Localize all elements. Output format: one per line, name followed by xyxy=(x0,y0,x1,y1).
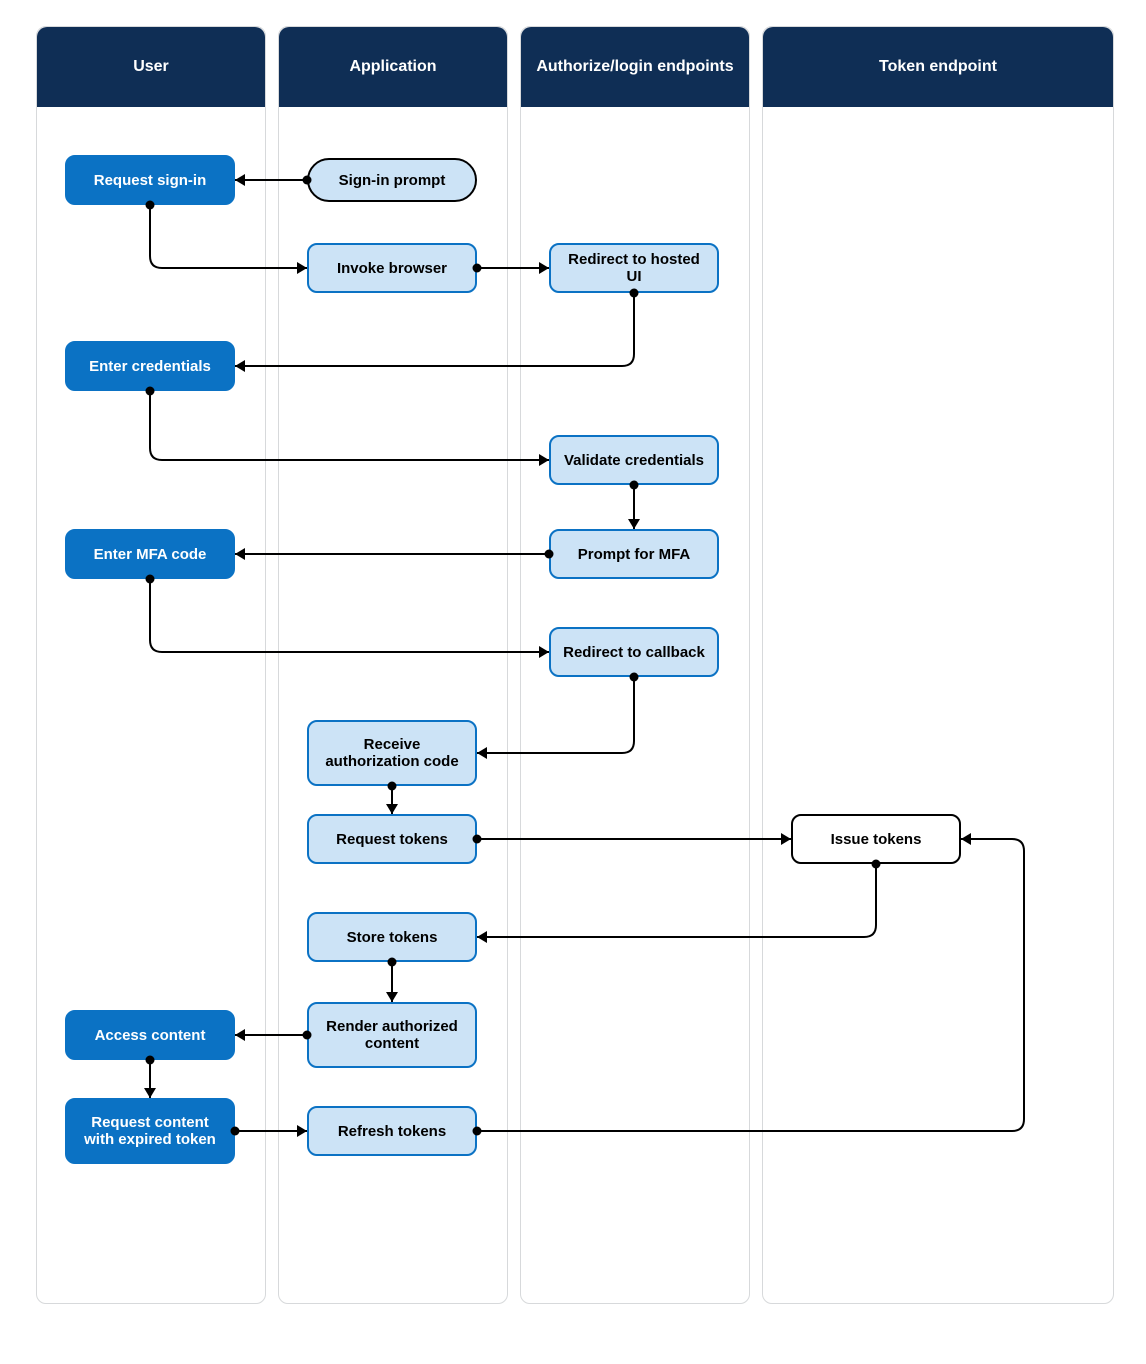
n-store-tokens: Store tokens xyxy=(307,912,477,962)
n-refresh-tokens: Refresh tokens xyxy=(307,1106,477,1156)
lane-token-header: Token endpoint xyxy=(763,27,1113,107)
lane-auth-header: Authorize/login endpoints xyxy=(521,27,749,107)
lane-user-header: User xyxy=(37,27,265,107)
n-invoke-browser: Invoke browser xyxy=(307,243,477,293)
n-request-expired: Request content with expired token xyxy=(65,1098,235,1164)
n-receive-code: Receive authorization code xyxy=(307,720,477,786)
n-enter-creds: Enter credentials xyxy=(65,341,235,391)
n-validate-creds: Validate credentials xyxy=(549,435,719,485)
n-issue-tokens: Issue tokens xyxy=(791,814,961,864)
n-request-tokens: Request tokens xyxy=(307,814,477,864)
n-prompt-mfa: Prompt for MFA xyxy=(549,529,719,579)
diagram-canvas: UserApplicationAuthorize/login endpoints… xyxy=(0,0,1146,1364)
n-signin-prompt: Sign-in prompt xyxy=(307,158,477,202)
n-enter-mfa: Enter MFA code xyxy=(65,529,235,579)
lane-token: Token endpoint xyxy=(762,26,1114,1304)
n-access-content: Access content xyxy=(65,1010,235,1060)
n-redirect-cb: Redirect to callback xyxy=(549,627,719,677)
n-redirect-hosted: Redirect to hosted UI xyxy=(549,243,719,293)
n-request-signin: Request sign-in xyxy=(65,155,235,205)
lane-app-header: Application xyxy=(279,27,507,107)
n-render-auth: Render authorized content xyxy=(307,1002,477,1068)
